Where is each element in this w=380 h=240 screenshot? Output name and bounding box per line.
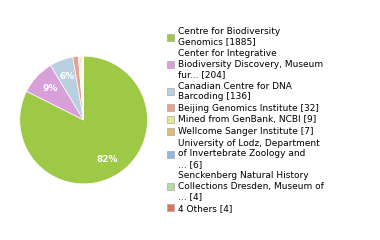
Legend: Centre for Biodiversity
Genomics [1885], Center for Integrative
Biodiversity Dis: Centre for Biodiversity Genomics [1885],…	[167, 27, 324, 213]
Wedge shape	[78, 56, 84, 120]
Wedge shape	[73, 56, 84, 120]
Wedge shape	[83, 56, 84, 120]
Text: 9%: 9%	[42, 84, 57, 93]
Wedge shape	[27, 65, 84, 120]
Wedge shape	[80, 56, 84, 120]
Wedge shape	[81, 56, 84, 120]
Text: 6%: 6%	[60, 72, 75, 81]
Wedge shape	[20, 56, 147, 184]
Wedge shape	[82, 56, 84, 120]
Text: 82%: 82%	[97, 155, 119, 164]
Wedge shape	[51, 57, 84, 120]
